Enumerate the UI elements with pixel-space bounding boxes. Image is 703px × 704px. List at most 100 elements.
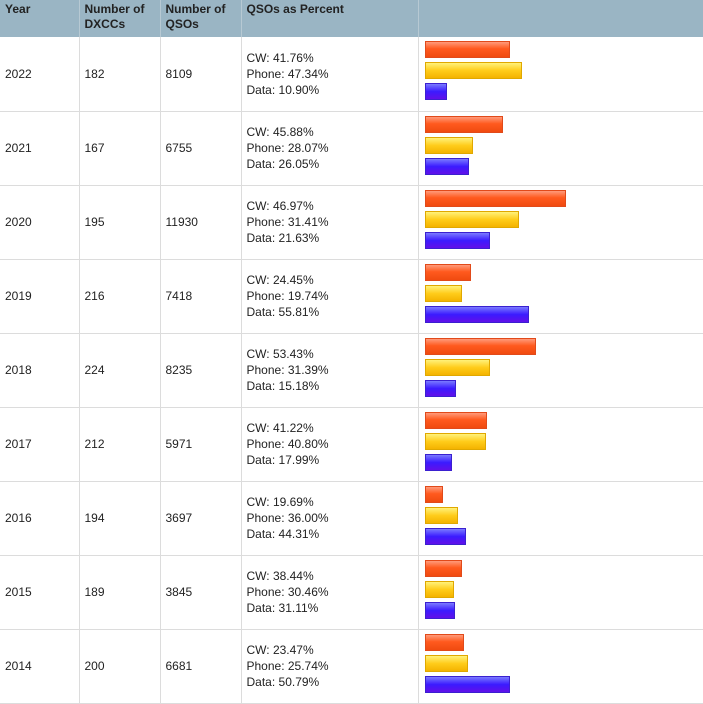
cw-label: CW: bbox=[246, 643, 273, 657]
bars-cell bbox=[418, 37, 703, 112]
cw-label: CW: bbox=[246, 50, 273, 65]
phone-percent-line: Phone: 40.80% bbox=[247, 436, 413, 452]
data-percent-value: 21.63% bbox=[278, 231, 320, 245]
data-label: Data: bbox=[246, 453, 279, 467]
table-row: 2019 216 7418 CW: 24.45% Phone: 19.74% Data: … bbox=[0, 259, 703, 334]
data-bar bbox=[424, 157, 469, 175]
cw-label: CW: bbox=[246, 569, 273, 583]
percent-cell: CW: 53.43% Phone: 31.39% Data: 15.18% bbox=[241, 333, 419, 408]
year-cell: 2019 bbox=[0, 259, 80, 334]
year-cell: 2020 bbox=[0, 185, 80, 260]
dxcc-count-cell: 167 bbox=[79, 111, 161, 186]
data-bar bbox=[424, 453, 452, 471]
phone-percent-line: Phone: 28.07% bbox=[247, 140, 413, 156]
percent-cell: CW: 19.69% Phone: 36.00% Data: 44.31% bbox=[241, 481, 419, 556]
phone-percent-line: Phone: 30.46% bbox=[247, 584, 413, 600]
phone-percent-value: 40.80% bbox=[287, 437, 329, 451]
phone-percent-value: 28.07% bbox=[287, 141, 329, 155]
phone-percent-line: Phone: 31.39% bbox=[247, 362, 413, 378]
phone-percent-line: Phone: 25.74% bbox=[247, 658, 413, 674]
data-percent-value: 26.05% bbox=[278, 157, 320, 171]
phone-percent-value: 19.74% bbox=[287, 289, 329, 303]
cw-percent-value: 53.43% bbox=[272, 347, 314, 361]
dxcc-count-cell: 200 bbox=[79, 629, 161, 704]
cw-percent-value: 41.76% bbox=[272, 50, 314, 65]
dxcc-count-cell: 195 bbox=[79, 185, 161, 260]
data-label: Data: bbox=[246, 157, 279, 171]
bars-cell bbox=[418, 111, 703, 186]
cw-percent-line: CW: 45.88% bbox=[247, 124, 413, 140]
percent-cell: CW: 38.44% Phone: 30.46% Data: 31.11% bbox=[241, 555, 419, 630]
phone-bar bbox=[424, 136, 473, 154]
bars-cell bbox=[418, 333, 703, 408]
cw-bar bbox=[424, 189, 566, 207]
data-bar bbox=[424, 527, 466, 545]
cw-percent-line: CW: 41.22% bbox=[247, 420, 413, 436]
data-percent-line: Data: 17.99% bbox=[247, 452, 413, 468]
table-body: 2022 182 8109 CW: 41.76% Phone: 47.34% Data: … bbox=[0, 37, 703, 704]
phone-percent-value: 31.39% bbox=[287, 363, 329, 377]
phone-bar bbox=[424, 654, 468, 672]
percent-cell: CW: 23.47% Phone: 25.74% Data: 50.79% bbox=[241, 629, 419, 704]
data-bar bbox=[424, 601, 455, 619]
data-percent-value: 55.81% bbox=[278, 305, 320, 319]
data-label: Data: bbox=[246, 601, 279, 615]
phone-label: Phone: bbox=[246, 363, 288, 377]
qso-count-cell: 3845 bbox=[160, 555, 242, 630]
header-row: Year Number of DXCCs Number of QSOs QSOs… bbox=[0, 0, 703, 37]
data-bar bbox=[424, 675, 510, 693]
qso-count-cell: 3697 bbox=[160, 481, 242, 556]
qso-count-cell: 7418 bbox=[160, 259, 242, 334]
data-percent-line: Data: 26.05% bbox=[247, 156, 413, 172]
cw-percent-value: 19.69% bbox=[272, 495, 314, 509]
phone-bar bbox=[424, 210, 519, 228]
phone-label: Phone: bbox=[246, 289, 288, 303]
phone-label: Phone: bbox=[246, 215, 288, 229]
dxcc-count-cell: 194 bbox=[79, 481, 161, 556]
data-percent-value: 10.90% bbox=[278, 82, 320, 97]
cw-bar bbox=[424, 263, 471, 281]
phone-label: Phone: bbox=[246, 511, 288, 525]
cw-bar bbox=[424, 337, 536, 355]
year-cell: 2016 bbox=[0, 481, 80, 556]
phone-bar bbox=[424, 432, 486, 450]
qso-count-cell: 8235 bbox=[160, 333, 242, 408]
dxcc-count-cell: 224 bbox=[79, 333, 161, 408]
cw-bar bbox=[424, 559, 462, 577]
cw-percent-line: CW: 53.43% bbox=[247, 346, 413, 362]
qso-count-cell: 5971 bbox=[160, 407, 242, 482]
data-percent-value: 50.79% bbox=[278, 675, 320, 689]
data-label: Data: bbox=[246, 379, 279, 393]
header-bars bbox=[418, 0, 703, 37]
phone-percent-line: Phone: 31.41% bbox=[247, 214, 413, 230]
cw-bar bbox=[424, 411, 487, 429]
cw-percent-line: CW: 19.69% bbox=[247, 494, 413, 510]
phone-label: Phone: bbox=[246, 66, 288, 81]
table-row: 2015 189 3845 CW: 38.44% Phone: 30.46% Data: … bbox=[0, 555, 703, 630]
data-label: Data: bbox=[246, 675, 279, 689]
phone-percent-line: Phone: 19.74% bbox=[247, 288, 413, 304]
data-label: Data: bbox=[246, 305, 279, 319]
percent-cell: CW: 24.45% Phone: 19.74% Data: 55.81% bbox=[241, 259, 419, 334]
qso-count-cell: 11930 bbox=[160, 185, 242, 260]
table-row: 2018 224 8235 CW: 53.43% Phone: 31.39% Data: … bbox=[0, 333, 703, 408]
cw-percent-value: 45.88% bbox=[272, 125, 314, 139]
data-label: Data: bbox=[246, 231, 279, 245]
cw-percent-value: 46.97% bbox=[272, 199, 314, 213]
table-row: 2017 212 5971 CW: 41.22% Phone: 40.80% Data: … bbox=[0, 407, 703, 482]
bars-cell bbox=[418, 629, 703, 704]
data-percent-line: Data: 44.31% bbox=[247, 526, 413, 542]
table-row: 2016 194 3697 CW: 19.69% Phone: 36.00% Data: … bbox=[0, 481, 703, 556]
dxcc-count-cell: 189 bbox=[79, 555, 161, 630]
cw-percent-line: CW: 38.44% bbox=[247, 568, 413, 584]
data-bar bbox=[424, 231, 490, 249]
data-bar bbox=[424, 83, 447, 100]
phone-percent-value: 25.74% bbox=[287, 659, 329, 673]
percent-cell: CW: 45.88% Phone: 28.07% Data: 26.05% bbox=[241, 111, 419, 186]
cw-bar bbox=[424, 115, 503, 133]
dxcc-count-cell: 212 bbox=[79, 407, 161, 482]
header-dxccs: Number of DXCCs bbox=[79, 0, 161, 37]
percent-cell: CW: 46.97% Phone: 31.41% Data: 21.63% bbox=[241, 185, 419, 260]
cw-percent-line: CW: 24.45% bbox=[247, 272, 413, 288]
phone-percent-line: Phone: 36.00% bbox=[247, 510, 413, 526]
